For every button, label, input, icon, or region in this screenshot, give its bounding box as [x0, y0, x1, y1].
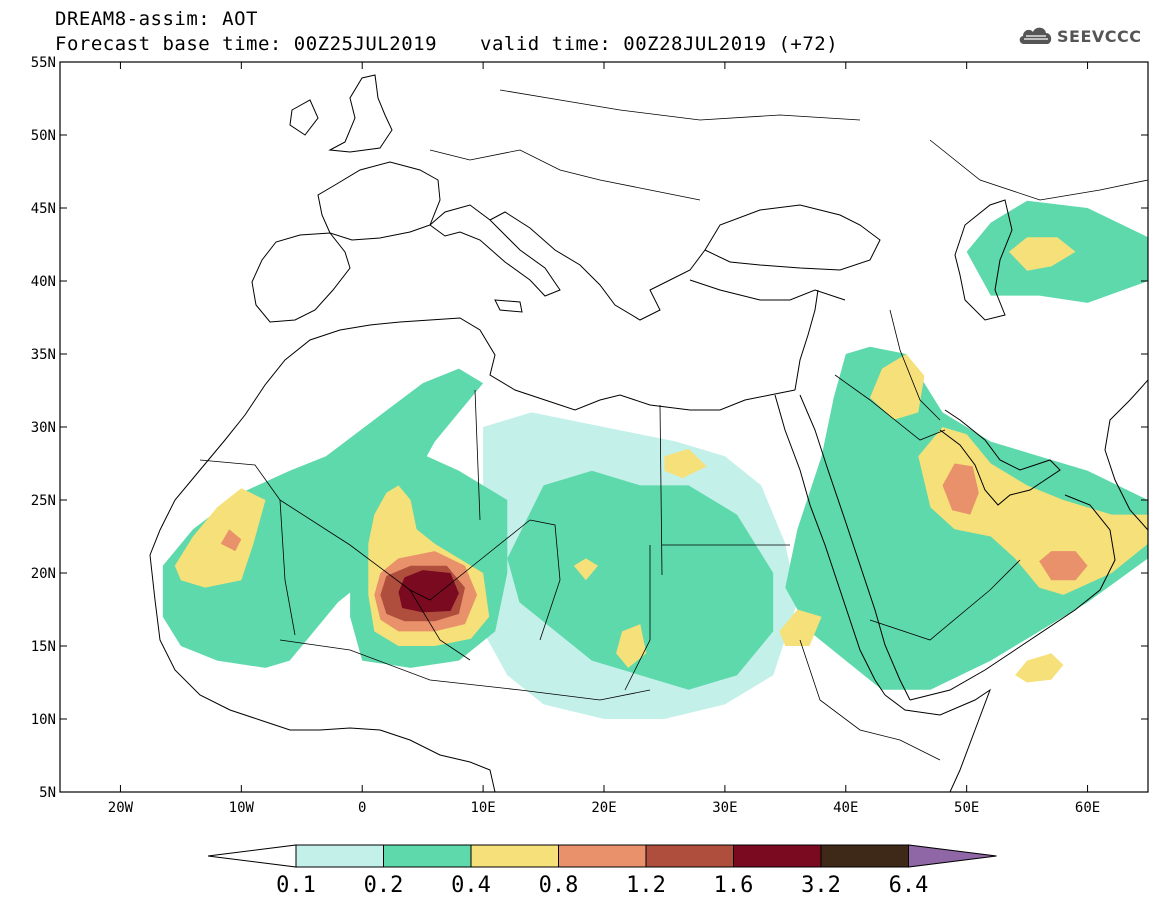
- border-kazakh: [929, 139, 1148, 201]
- red-sea-east: [799, 394, 911, 701]
- border-europe-central: [429, 149, 701, 201]
- logo-text: SEEVCCC: [1057, 26, 1142, 46]
- x-tick-label: 20E: [591, 800, 616, 816]
- border-ethiopia: [799, 639, 941, 761]
- x-tick-label: 10E: [470, 800, 495, 816]
- aot-region-west-sahara-core: [174, 488, 266, 588]
- colorbar-label: 0.8: [539, 873, 579, 898]
- cloud-icon: [1018, 22, 1054, 50]
- x-tick-label: 50E: [954, 800, 979, 816]
- y-tick-label: 25N: [31, 493, 56, 509]
- balkan-coast: [489, 211, 706, 321]
- colorbar-low-arrow: [207, 844, 297, 868]
- y-tick-label: 30N: [31, 420, 56, 436]
- y-tick-label: 15N: [31, 639, 56, 655]
- italy-coast: [429, 204, 561, 297]
- valid-time: valid time: 00Z28JUL2019 (+72): [480, 33, 839, 55]
- border-libya-west: [474, 389, 481, 521]
- north-africa-coast: [149, 317, 796, 556]
- colorbar-label: 0.1: [276, 873, 316, 898]
- forecast-base-time: Forecast base time: 00Z25JUL2019: [55, 33, 438, 55]
- colorbar-label: 0.4: [451, 873, 491, 898]
- border-chad-sudan: [624, 545, 651, 691]
- colorbar-label: 6.4: [889, 873, 929, 898]
- colorbar-swatch: [558, 844, 647, 868]
- border-libya-egypt: [659, 404, 663, 576]
- levant-coast: [794, 289, 819, 391]
- aot-region-iraq-core: [870, 354, 925, 420]
- border-saudi-iraq: [834, 374, 946, 441]
- aot-region-chad-south: [616, 624, 647, 668]
- country-borders: [199, 89, 1148, 761]
- west-africa-coast: [149, 554, 496, 792]
- aot-region-chad-core: [573, 558, 598, 581]
- x-tick-label: 40E: [833, 800, 858, 816]
- caspian-sea: [954, 199, 1013, 321]
- colorbar-swatch: [470, 844, 559, 868]
- border-saudi-yemen: [869, 559, 1021, 641]
- border-sahel-south: [279, 639, 651, 701]
- border-niger-chad: [529, 519, 561, 641]
- y-tick-label: 20N: [31, 566, 56, 582]
- turkey-south: [689, 279, 846, 301]
- colorbar-label: 1.2: [626, 873, 666, 898]
- colorbar-swatch: [383, 844, 472, 868]
- y-tick-label: 45N: [31, 201, 56, 217]
- y-tick-label: 40N: [31, 274, 56, 290]
- axis-ticks: 55N 50N 45N 40N 35N 30N 25N 20N 15N 10N 5N 20W 10W 0 1…: [31, 55, 1148, 816]
- sicily: [494, 299, 523, 313]
- black-sea: [704, 204, 881, 271]
- horn-of-africa: [884, 688, 992, 792]
- seevccc-logo: SEEVCCC: [1018, 22, 1142, 50]
- colorbar-legend: 0.1 0.2 0.4 0.8 1.2 1.6 3.2 6.4: [207, 844, 997, 898]
- persian-gulf: [939, 409, 1061, 506]
- y-tick-label: 5N: [39, 785, 56, 801]
- border-mali-niger: [409, 589, 471, 661]
- x-tick-label: 20W: [108, 800, 134, 816]
- india-coast: [1104, 379, 1148, 531]
- france-coast: [317, 161, 441, 241]
- coastlines: [149, 74, 1148, 792]
- arabia-south-coast: [909, 494, 1116, 701]
- x-tick-label: 60E: [1075, 800, 1100, 816]
- aot-region-caspian-core: [1009, 237, 1076, 271]
- colorbar-label: 3.2: [801, 873, 841, 898]
- britain-coast: [328, 74, 393, 153]
- border-algeria-mali: [279, 499, 531, 601]
- aot-region-red-sea-patch: [779, 609, 822, 646]
- aot-region-mauritania-core: [220, 529, 242, 552]
- aot-region-oman-hot: [1039, 551, 1088, 581]
- border-mauritania: [199, 459, 296, 636]
- aot-region-arabian-sea: [1015, 653, 1064, 683]
- iberia-coast: [251, 232, 351, 323]
- y-tick-label: 55N: [31, 55, 56, 71]
- ireland-coast: [289, 99, 319, 136]
- x-tick-label: 10W: [229, 800, 255, 816]
- aot-region-libya-patch: [664, 448, 707, 479]
- border-europe-east: [499, 89, 861, 121]
- x-tick-label: 30E: [712, 800, 737, 816]
- map-title: DREAM8-assim: AOT: [55, 8, 258, 30]
- aot-contours: [162, 200, 1148, 719]
- aot-region-arabia-core: [918, 427, 1148, 595]
- aot-region-arabia-hot: [942, 463, 979, 515]
- x-tick-label: 0: [358, 800, 366, 816]
- y-tick-label: 35N: [31, 347, 56, 363]
- colorbar-high-arrow: [908, 844, 997, 868]
- colorbar-swatch: [645, 844, 734, 868]
- aot-region-central-sahara-mid: [507, 470, 774, 690]
- y-tick-label: 50N: [31, 128, 56, 144]
- aot-region-niger-max: [398, 570, 459, 613]
- border-iran-iraq: [889, 309, 941, 421]
- colorbar-swatch: [733, 844, 822, 868]
- colorbar-label: 0.2: [364, 873, 404, 898]
- aot-region-west-sahara-plume: [162, 368, 484, 668]
- colorbar-swatch: [820, 844, 909, 868]
- red-sea-west: [774, 394, 886, 696]
- colorbar-label: 1.6: [714, 873, 754, 898]
- colorbar-swatch: [295, 844, 384, 868]
- y-tick-label: 10N: [31, 712, 56, 728]
